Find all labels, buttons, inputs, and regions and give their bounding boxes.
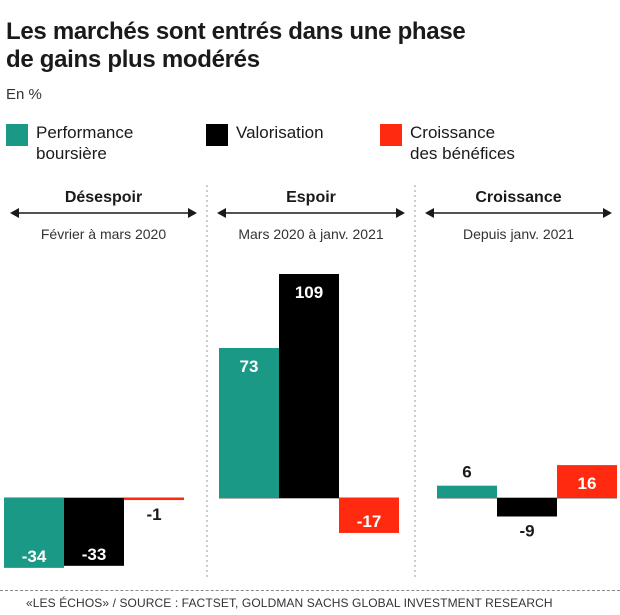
legend-item-performance: Performance boursière: [6, 122, 176, 164]
legend-swatch-croissance-benefices: [380, 124, 402, 146]
phase-arrowhead-right-espoir: [396, 208, 405, 218]
phase-label-croissance: Croissance: [475, 189, 561, 206]
bar-croissance-performance: [437, 485, 497, 498]
phase-arrowhead-left-desespoir: [10, 208, 19, 218]
bar-croissance-croissance-benefices: [557, 465, 617, 498]
bar-desespoir-valorisation: [64, 498, 124, 566]
footer-divider: [0, 590, 620, 591]
legend-label-performance: Performance boursière: [36, 123, 134, 163]
grouped-bar-chart: Désespoir Février à mars 2020 -34 -33 -1 Espo…: [4, 185, 617, 580]
phase-arrowhead-right-croissance: [603, 208, 612, 218]
data-label-espoir-performance: 73: [240, 357, 259, 376]
data-label-croissance-valorisation: -9: [519, 521, 534, 540]
bar-espoir-croissance-benefices: [339, 498, 399, 533]
phase-arrowhead-left-croissance: [425, 208, 434, 218]
unit-label: En %: [6, 86, 42, 103]
legend-item-valorisation: Valorisation: [206, 122, 376, 146]
phase-label-espoir: Espoir: [286, 189, 336, 206]
legend-label-croissance-benefices: Croissance des bénéfices: [410, 123, 515, 163]
bar-espoir-valorisation: [279, 274, 339, 498]
data-label-desespoir-performance: -34: [22, 547, 47, 566]
chart-title: Les marchés sont entrés dans une phase d…: [6, 18, 606, 74]
source-note: «LES ÉCHOS» / SOURCE : FACTSET, GOLDMAN …: [26, 596, 553, 610]
bar-croissance-valorisation: [497, 498, 557, 517]
period-label-desespoir: Février à mars 2020: [41, 226, 166, 242]
phase-arrowhead-left-espoir: [217, 208, 226, 218]
period-label-espoir: Mars 2020 à janv. 2021: [238, 226, 383, 242]
legend-swatch-performance: [6, 124, 28, 146]
chart-title-line-1: Les marchés sont entrés dans une phase: [6, 18, 466, 45]
data-label-desespoir-croissance-benefices: -1: [146, 505, 161, 524]
bar-desespoir-performance: [4, 498, 64, 568]
data-label-desespoir-valorisation: -33: [82, 545, 107, 564]
period-label-croissance: Depuis janv. 2021: [463, 226, 574, 242]
legend-item-croissance-benefices: Croissance des bénéfices: [380, 122, 550, 164]
legend-label-valorisation: Valorisation: [236, 123, 324, 142]
bar-espoir-performance: [219, 347, 279, 498]
data-label-espoir-croissance-benefices: -17: [357, 512, 382, 531]
phase-label-desespoir: Désespoir: [65, 189, 142, 206]
bar-desespoir-croissance-benefices: [124, 498, 184, 501]
phase-arrowhead-right-desespoir: [188, 208, 197, 218]
data-label-espoir-valorisation: 109: [295, 283, 323, 302]
data-label-croissance-performance: 6: [462, 463, 471, 482]
chart-title-line-2: de gains plus modérés: [6, 46, 260, 73]
data-label-croissance-croissance-benefices: 16: [578, 474, 597, 493]
legend-swatch-valorisation: [206, 124, 228, 146]
